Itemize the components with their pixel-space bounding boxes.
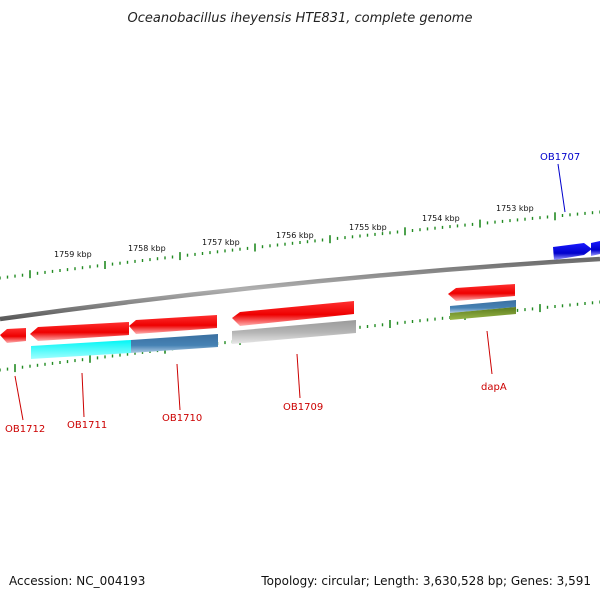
leader-OB1707: [557, 163, 566, 213]
label-leaders: [14, 163, 566, 421]
gene-label-OB1710[interactable]: OB1710: [162, 413, 202, 424]
feature-track-cyan: [31, 340, 131, 359]
gene-OB1711[interactable]: [30, 322, 129, 341]
scale-label-1753: 1753 kbp: [496, 204, 534, 213]
leader-dapA: [486, 330, 493, 375]
gene-OB1710[interactable]: [129, 315, 217, 334]
feature-track-gray: [232, 320, 356, 344]
gene-OB1712[interactable]: [0, 328, 26, 343]
scale-labels: 1759 kbp 1758 kbp 1757 kbp 1756 kbp 1755…: [54, 204, 534, 259]
leader-OB1712: [14, 375, 24, 421]
scale-label-1756: 1756 kbp: [276, 231, 314, 240]
scale-label-1757: 1757 kbp: [202, 238, 240, 247]
feature-track-dapA-steelblue: [450, 300, 516, 313]
feature-track-dapA-olive: [450, 307, 516, 320]
scale-label-1758: 1758 kbp: [128, 244, 166, 253]
gene-OB1707[interactable]: [553, 241, 600, 260]
scale-label-1759: 1759 kbp: [54, 250, 92, 259]
outer-scale-ruler: [0, 210, 600, 280]
leader-OB1709: [296, 353, 301, 399]
leader-OB1710: [176, 363, 181, 411]
gene-label-OB1712[interactable]: OB1712: [5, 424, 45, 435]
gene-label-OB1707[interactable]: OB1707: [540, 152, 580, 163]
feature-track-steelblue: [131, 334, 218, 353]
scale-label-1755: 1755 kbp: [349, 223, 387, 232]
leader-OB1711: [81, 372, 85, 418]
genome-backbone: [0, 256, 600, 322]
map-title: Oceanobacillus iheyensis HTE831, complet…: [128, 11, 473, 26]
gene-labels: OB1712 OB1711 OB1710 OB1709 dapA OB1707: [5, 152, 580, 435]
accession-text: Accession: NC_004193: [9, 574, 146, 588]
gene-label-OB1709[interactable]: OB1709: [283, 402, 323, 413]
gene-dapA[interactable]: [448, 284, 515, 301]
scale-label-1754: 1754 kbp: [422, 214, 460, 223]
gene-label-dapA[interactable]: dapA: [481, 382, 507, 393]
gene-OB1709[interactable]: [232, 301, 354, 326]
gene-label-OB1711[interactable]: OB1711: [67, 420, 107, 431]
topology-text: Topology: circular; Length: 3,630,528 bp…: [261, 574, 591, 588]
